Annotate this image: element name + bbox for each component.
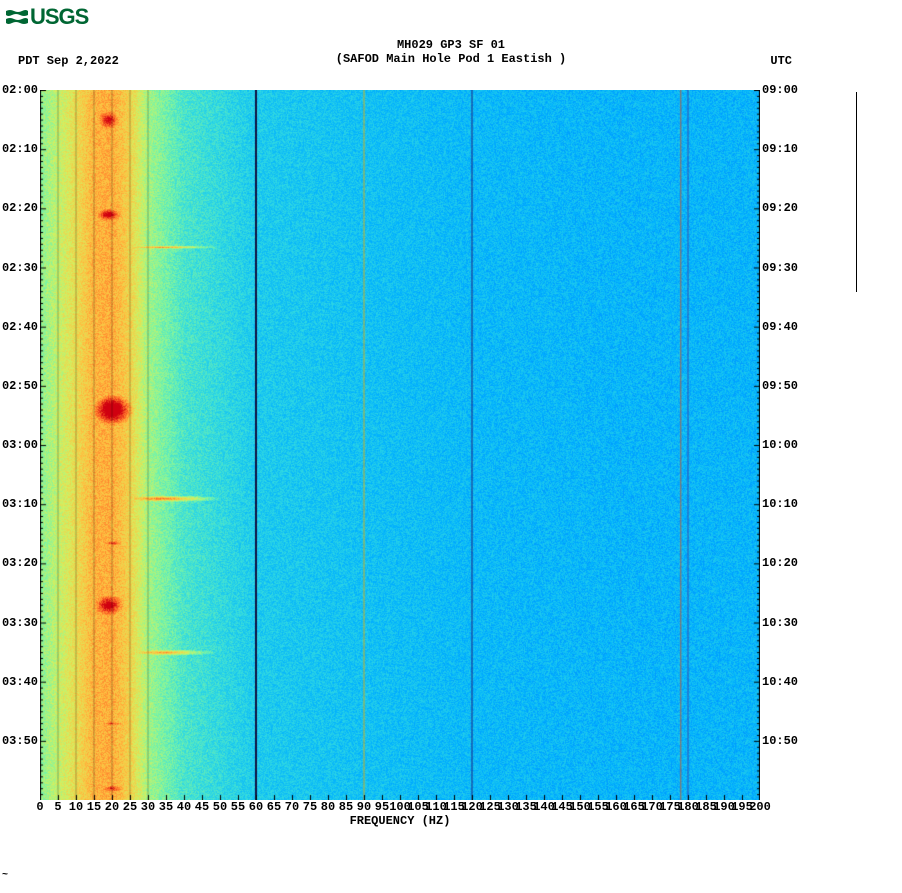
ytick: 09:00 — [762, 83, 798, 97]
tilde-mark: ~ — [2, 870, 8, 881]
ytick: 02:40 — [2, 320, 38, 334]
xtick: 15 — [87, 800, 101, 814]
spectrogram-plot — [40, 90, 760, 800]
xtick: 70 — [285, 800, 299, 814]
ytick: 02:30 — [2, 261, 38, 275]
ytick: 10:10 — [762, 497, 798, 511]
xtick: 95 — [375, 800, 389, 814]
xtick: 50 — [213, 800, 227, 814]
xtick: 200 — [749, 800, 771, 814]
ytick: 09:40 — [762, 320, 798, 334]
xtick: 75 — [303, 800, 317, 814]
chart-title-line1: MH029 GP3 SF 01 — [0, 38, 902, 52]
ytick: 09:30 — [762, 261, 798, 275]
ytick: 03:30 — [2, 616, 38, 630]
xtick: 65 — [267, 800, 281, 814]
side-mark — [856, 92, 857, 292]
y-axis-right: 09:0009:1009:2009:3009:4009:5010:0010:10… — [760, 90, 800, 800]
xtick: 45 — [195, 800, 209, 814]
xtick: 85 — [339, 800, 353, 814]
ytick: 09:10 — [762, 142, 798, 156]
x-axis-ticks: 0510152025303540455055606570758085909510… — [40, 800, 760, 814]
pdt-label: PDT Sep 2,2022 — [18, 54, 119, 68]
xtick: 40 — [177, 800, 191, 814]
ytick: 09:20 — [762, 201, 798, 215]
ytick: 10:00 — [762, 438, 798, 452]
xtick: 20 — [105, 800, 119, 814]
usgs-logo: USGS — [4, 4, 88, 30]
utc-label: UTC — [770, 54, 792, 68]
y-axis-left: 02:0002:1002:2002:3002:4002:5003:0003:10… — [0, 90, 40, 800]
ytick: 03:10 — [2, 497, 38, 511]
xtick: 30 — [141, 800, 155, 814]
ytick: 10:50 — [762, 734, 798, 748]
chart-title-line2: (SAFOD Main Hole Pod 1 Eastish ) — [0, 52, 902, 66]
xtick: 90 — [357, 800, 371, 814]
xtick: 10 — [69, 800, 83, 814]
ytick: 03:50 — [2, 734, 38, 748]
ytick: 10:30 — [762, 616, 798, 630]
xtick: 35 — [159, 800, 173, 814]
ytick: 09:50 — [762, 379, 798, 393]
xtick: 25 — [123, 800, 137, 814]
ytick: 02:20 — [2, 201, 38, 215]
x-axis-label: FREQUENCY (HZ) — [40, 814, 760, 828]
ytick: 03:20 — [2, 556, 38, 570]
usgs-logo-text: USGS — [30, 4, 88, 30]
ytick: 02:00 — [2, 83, 38, 97]
ytick: 10:40 — [762, 675, 798, 689]
ytick: 02:10 — [2, 142, 38, 156]
xtick: 80 — [321, 800, 335, 814]
xtick: 60 — [249, 800, 263, 814]
xtick: 0 — [36, 800, 43, 814]
ytick: 03:00 — [2, 438, 38, 452]
ytick: 02:50 — [2, 379, 38, 393]
ytick: 10:20 — [762, 556, 798, 570]
chart-header: MH029 GP3 SF 01 (SAFOD Main Hole Pod 1 E… — [0, 38, 902, 66]
xtick: 55 — [231, 800, 245, 814]
ytick: 03:40 — [2, 675, 38, 689]
xtick: 5 — [54, 800, 61, 814]
